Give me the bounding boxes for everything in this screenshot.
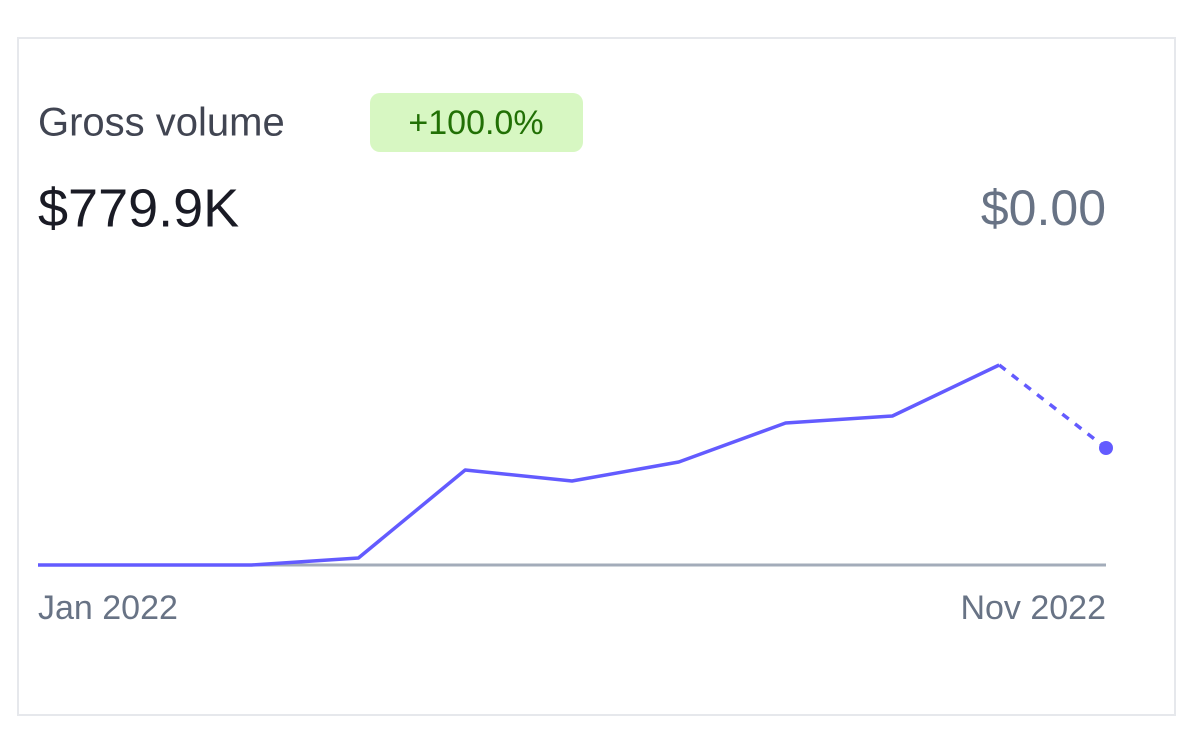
card — [17, 37, 1176, 716]
x-tick-label: Jan 2022 — [38, 589, 178, 627]
chart-title: Gross volume — [38, 101, 285, 145]
current-value: $0.00 — [981, 180, 1106, 236]
change-badge: +100.0% — [408, 104, 543, 142]
x-tick-label: Nov 2022 — [960, 589, 1106, 627]
end-point — [1099, 441, 1113, 455]
line — [38, 363, 1000, 567]
total-value: $779.9K — [38, 178, 239, 238]
line-projection — [998, 363, 1108, 450]
badge-bg — [370, 93, 583, 152]
